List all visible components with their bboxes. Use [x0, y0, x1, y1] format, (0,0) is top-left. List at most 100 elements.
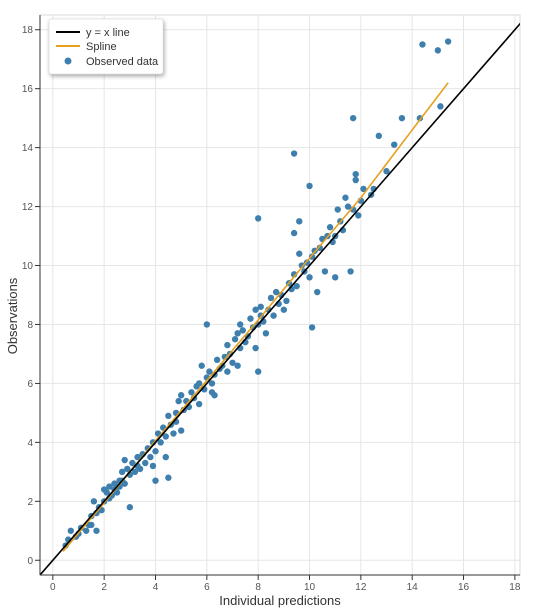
observed-data-point: [136, 465, 144, 473]
observed-data-point: [229, 359, 236, 366]
observed-data-point: [257, 303, 264, 310]
legend-spline-label: Spline: [86, 41, 117, 53]
observed-data-point: [290, 150, 298, 157]
y-tick-label: 10: [22, 261, 34, 272]
observed-data-point: [131, 468, 139, 476]
observed-data-point: [290, 229, 298, 237]
observed-data-point: [206, 368, 213, 375]
x-tick-label: 18: [509, 582, 521, 593]
observed-data-point: [237, 321, 244, 328]
observed-data-point: [347, 268, 354, 275]
observed-data-point: [437, 103, 444, 110]
observed-data-point: [231, 336, 239, 343]
observed-data-point: [121, 456, 128, 464]
observed-data-point: [316, 244, 323, 252]
observed-data-point: [121, 480, 128, 487]
observed-data-point: [162, 433, 169, 440]
observed-data-point: [93, 527, 100, 534]
y-tick-label: 2: [27, 497, 33, 508]
observed-data-point: [175, 397, 182, 405]
y-tick-label: 18: [22, 25, 34, 36]
observed-data-point: [142, 459, 149, 467]
grid-lines: [40, 15, 520, 575]
observed-data-point: [188, 389, 195, 396]
observed-data-point: [203, 321, 211, 328]
observed-data-point: [165, 474, 172, 481]
observed-data-point: [419, 41, 426, 48]
observed-data-point: [83, 527, 90, 534]
x-tick-label: 12: [355, 582, 367, 593]
y-tick-label: 16: [22, 84, 34, 95]
observed-data-point: [306, 274, 313, 281]
observed-data-point: [90, 498, 98, 505]
observed-data-point: [177, 427, 185, 434]
x-tick-label: 4: [153, 582, 159, 593]
y-tick-label: 6: [27, 379, 33, 390]
observed-data-point: [272, 288, 280, 296]
observed-data-point: [224, 368, 231, 375]
observed-data-point: [211, 392, 218, 399]
observed-data-point: [252, 344, 259, 352]
observed-data-point: [352, 170, 359, 178]
observed-data-point: [195, 380, 203, 387]
x-tick-label: 10: [304, 582, 316, 593]
observed-data-point: [247, 315, 254, 322]
y-tick-label: 14: [22, 143, 34, 154]
observed-data-point: [306, 182, 313, 190]
y-axis-ticks: 0 2 4 6 8 10 12 14 16 18: [22, 25, 40, 567]
y-tick-label: 8: [27, 320, 33, 331]
observed-data-point: [254, 368, 262, 375]
observed-data-point: [391, 141, 398, 148]
observed-data-point: [177, 392, 185, 399]
x-axis-label: Individual predictions: [219, 593, 341, 608]
observed-data-point: [208, 380, 216, 387]
observed-data-point: [252, 306, 259, 313]
y-tick-label: 4: [27, 438, 33, 449]
x-tick-label: 2: [101, 582, 107, 593]
observed-data-point: [152, 448, 159, 455]
observed-data-point: [134, 453, 141, 461]
x-tick-label: 16: [458, 582, 470, 593]
observed-data-point: [195, 400, 203, 408]
observed-data-point: [170, 430, 177, 437]
observed-data-point: [444, 38, 452, 45]
observed-data-point: [434, 47, 442, 54]
observed-data-point: [126, 504, 134, 511]
series-layer: [40, 22, 520, 575]
observed-data-point: [326, 224, 334, 231]
observed-data-point: [331, 274, 339, 281]
y-tick-label: 12: [22, 202, 34, 213]
observed-data-point: [157, 439, 164, 446]
observed-data-point: [375, 132, 383, 140]
x-tick-label: 8: [255, 582, 261, 593]
observed-data-point: [321, 268, 329, 275]
observed-data-point: [103, 489, 110, 496]
observed-data-point: [334, 206, 341, 213]
observed-data-point: [88, 521, 95, 529]
observed-data-point: [224, 341, 231, 349]
observed-data-point: [308, 253, 316, 260]
observed-data-point: [308, 324, 316, 331]
observed-data-point: [111, 480, 118, 487]
legend-identity-label: y = x line: [86, 27, 130, 39]
observed-data-point: [344, 203, 352, 210]
observed-data-point: [152, 477, 159, 484]
legend-observed-swatch: [64, 57, 72, 65]
x-tick-label: 6: [204, 582, 210, 593]
observed-data-point: [296, 250, 303, 257]
observed-data-point: [355, 212, 362, 219]
observed-data-point: [262, 330, 270, 337]
observed-data-point: [383, 168, 390, 175]
y-axis-label: Observations: [5, 277, 20, 354]
observed-data-point: [360, 185, 367, 193]
x-axis-ticks: 0 2 4 6 8 10 12 14 16 18: [50, 575, 521, 593]
observed-data-point: [162, 453, 169, 461]
observed-data-point: [314, 288, 321, 296]
observed-data-point: [280, 306, 288, 313]
observed-data-point: [149, 462, 157, 470]
observed-data-point: [234, 330, 241, 337]
observed-data-point: [129, 459, 136, 467]
x-tick-label: 0: [50, 582, 56, 593]
observed-data-point: [198, 362, 205, 369]
